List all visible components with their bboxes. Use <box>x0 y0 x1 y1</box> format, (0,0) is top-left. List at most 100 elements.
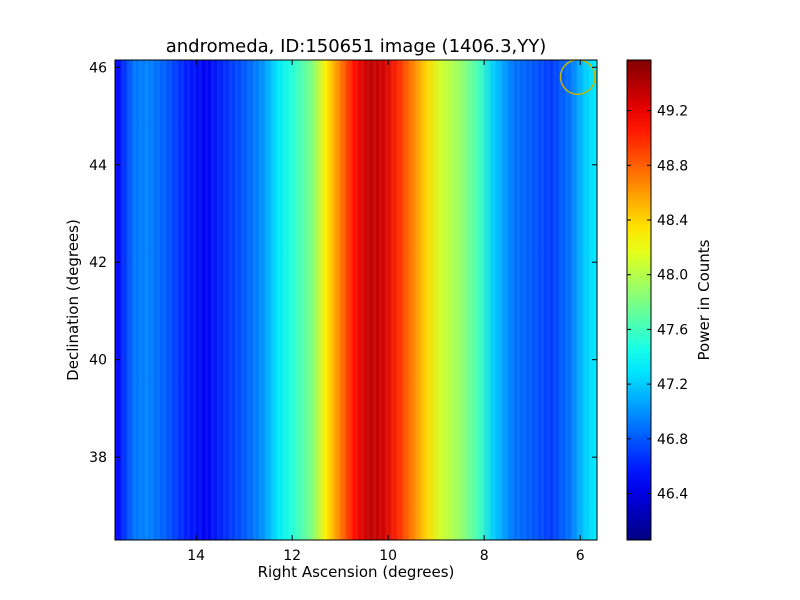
heatmap-streak <box>193 60 196 540</box>
heatmap-streak <box>319 60 322 540</box>
x-axis-label: Right Ascension (degrees) <box>258 563 455 581</box>
y-axis-label: Declination (degrees) <box>64 219 82 381</box>
heatmap-streak <box>397 60 400 540</box>
heatmap-streak <box>337 60 340 540</box>
heatmap-streak <box>355 60 358 540</box>
heatmap-streak <box>349 60 352 540</box>
heatmap-streak <box>295 60 298 540</box>
colorbar-tick-label: 48.8 <box>657 158 688 174</box>
heatmap-streak <box>163 60 166 540</box>
heatmap-streak <box>427 60 430 540</box>
y-tick-label: 38 <box>89 450 107 466</box>
y-tick-label: 42 <box>89 255 107 271</box>
heatmap-streak <box>595 60 597 540</box>
heatmap-streak <box>433 60 436 540</box>
heatmap-streak <box>469 60 472 540</box>
heatmap-streak <box>403 60 406 540</box>
heatmap-streak <box>145 60 148 540</box>
heatmap-streak <box>559 60 562 540</box>
heatmap-streak <box>511 60 514 540</box>
heatmap-streak <box>577 60 580 540</box>
heatmap-streak <box>271 60 274 540</box>
heatmap-streak <box>499 60 502 540</box>
heatmap-streak <box>445 60 448 540</box>
heatmap-streak <box>133 60 136 540</box>
heatmap-streak <box>325 60 328 540</box>
colorbar-tick-label: 48.0 <box>657 268 688 284</box>
chart-title: andromeda, ID:150651 image (1406.3,YY) <box>166 36 547 57</box>
heatmap-streak <box>139 60 142 540</box>
heatmap-streak <box>493 60 496 540</box>
heatmap-streak <box>247 60 250 540</box>
y-tick-label: 46 <box>89 60 107 76</box>
heatmap-streak <box>229 60 232 540</box>
heatmap-streak <box>331 60 334 540</box>
heatmap-streak <box>217 60 220 540</box>
heatmap-streak <box>127 60 130 540</box>
x-tick-label: 6 <box>576 548 585 564</box>
heatmap-streak <box>529 60 532 540</box>
heatmap-streak <box>151 60 154 540</box>
heatmap-streak <box>571 60 574 540</box>
colorbar-label: Power in Counts <box>695 239 713 360</box>
heatmap-streak <box>481 60 484 540</box>
heatmap-streak <box>553 60 556 540</box>
heatmap-streak <box>487 60 490 540</box>
heatmap-streak <box>439 60 442 540</box>
heatmap-streak <box>589 60 592 540</box>
heatmap-streak <box>187 60 190 540</box>
colorbar <box>626 59 652 541</box>
heatmap-streak <box>373 60 376 540</box>
heatmap-streak <box>517 60 520 540</box>
heatmap-streak <box>367 60 370 540</box>
heatmap-streak <box>385 60 388 540</box>
heatmap-image <box>115 60 597 540</box>
heatmap-streak <box>253 60 256 540</box>
heatmap-streak <box>535 60 538 540</box>
heatmap-streak <box>541 60 544 540</box>
heatmap-streak <box>223 60 226 540</box>
heatmap-streak <box>361 60 364 540</box>
colorbar-tick-label: 47.2 <box>657 377 688 393</box>
heatmap-streak <box>211 60 214 540</box>
heatmap-streak <box>175 60 178 540</box>
heatmap-streak <box>289 60 292 540</box>
heatmap-streak <box>505 60 508 540</box>
heatmap-streak <box>475 60 478 540</box>
colorbar-tick-label: 46.4 <box>657 487 688 503</box>
heatmap-streak <box>343 60 346 540</box>
x-tick-label: 12 <box>283 548 301 564</box>
heatmap-streak <box>583 60 586 540</box>
heatmap-streak <box>277 60 280 540</box>
heatmap-streak <box>463 60 466 540</box>
heatmap-streak <box>199 60 202 540</box>
heatmap-streak <box>235 60 238 540</box>
heatmap-streak <box>301 60 304 540</box>
annotation-circle <box>559 60 596 96</box>
heatmap-streak <box>283 60 286 540</box>
heatmap-streak <box>451 60 454 540</box>
y-tick-label: 40 <box>89 353 107 369</box>
colorbar-tick-label: 49.2 <box>657 104 688 120</box>
heatmap-streak <box>523 60 526 540</box>
heatmap-streak <box>409 60 412 540</box>
heatmap-streak <box>313 60 316 540</box>
colorbar-tick-label: 46.8 <box>657 432 688 448</box>
plot-frame <box>114 59 598 541</box>
heatmap-streak <box>265 60 268 540</box>
y-tick-label: 44 <box>89 158 107 174</box>
heatmap-streak <box>547 60 550 540</box>
heatmap-streak <box>205 60 208 540</box>
heatmap-streak <box>391 60 394 540</box>
heatmap-streak <box>169 60 172 540</box>
heatmap-streak <box>307 60 310 540</box>
heatmap-streak <box>457 60 460 540</box>
heatmap-streak <box>181 60 184 540</box>
x-tick-label: 10 <box>379 548 397 564</box>
heatmap-streak <box>115 60 118 540</box>
heatmap-streak <box>241 60 244 540</box>
colorbar-tick-label: 47.6 <box>657 322 688 338</box>
x-tick-label: 14 <box>187 548 205 564</box>
heatmap-streak <box>415 60 418 540</box>
